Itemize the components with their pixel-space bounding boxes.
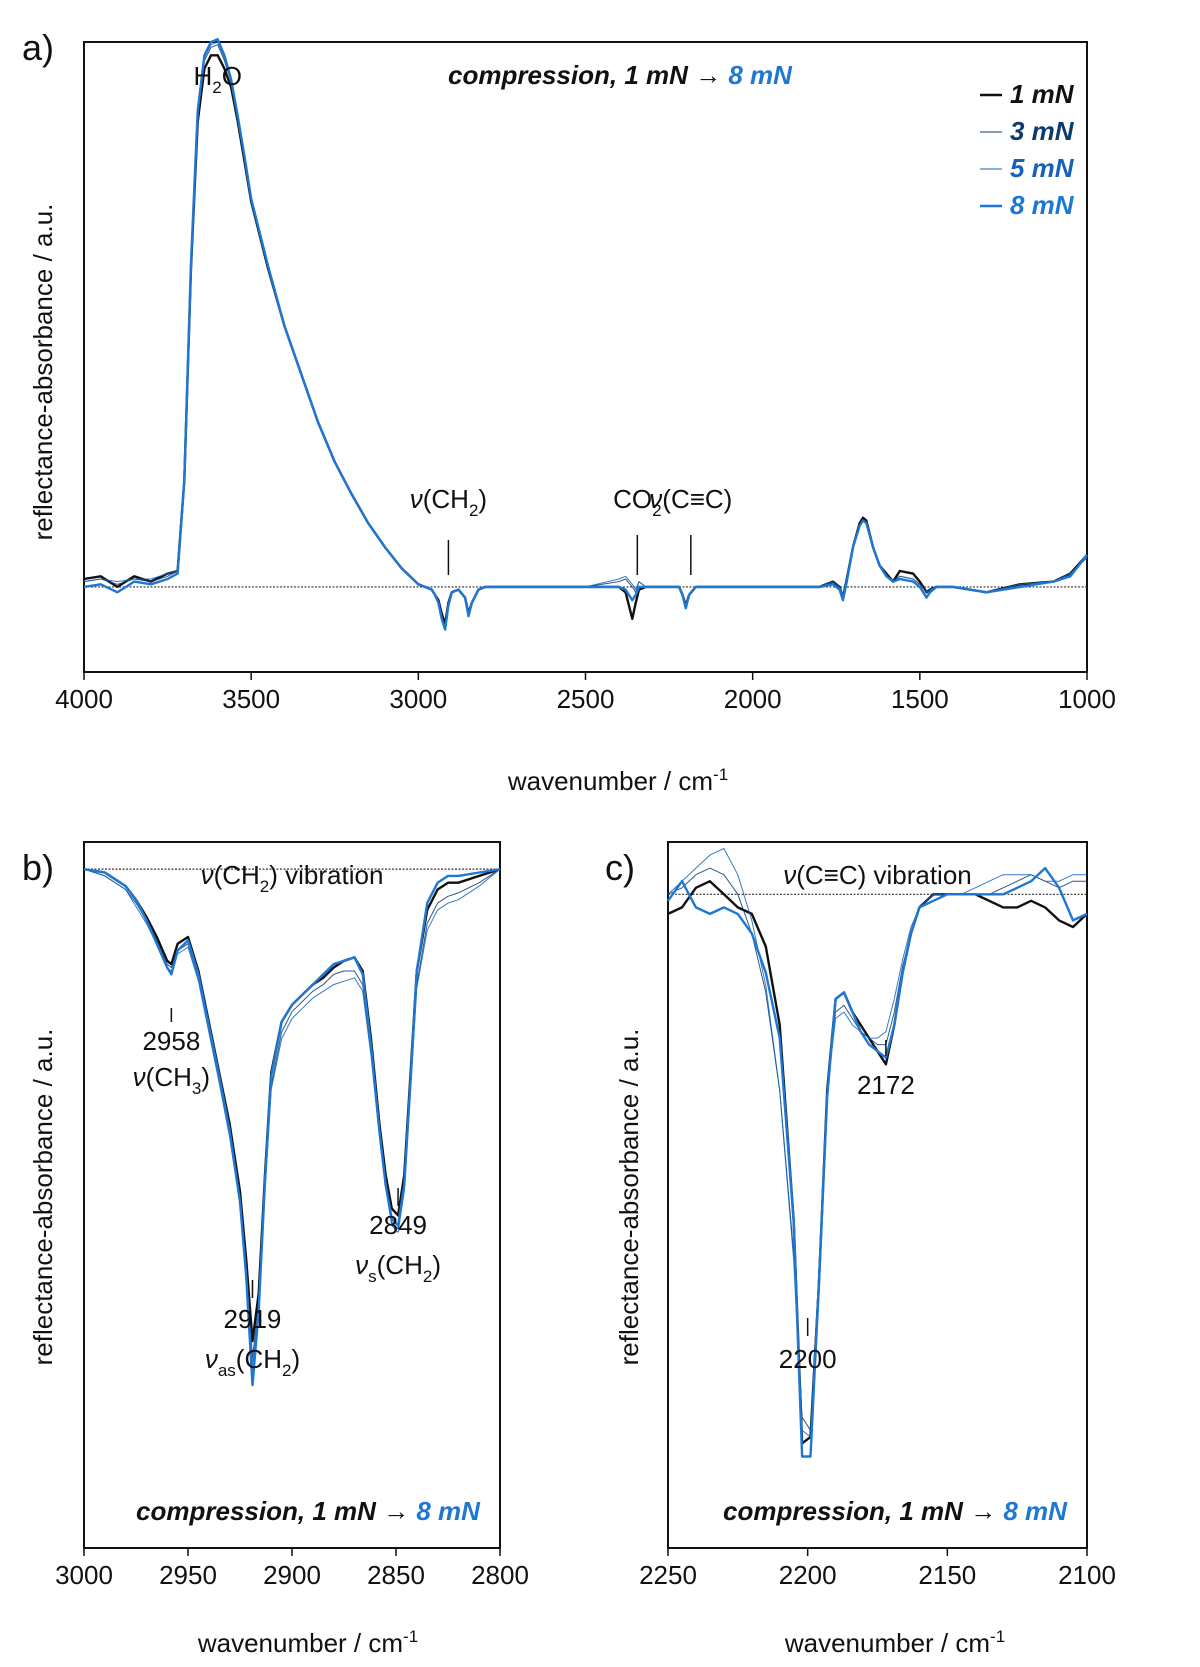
y-axis-title-c: reflectance-absorbance / a.u. <box>614 1029 644 1366</box>
x-axis-title-c: wavenumber / cm-1 <box>784 1627 1005 1658</box>
series-3-mn <box>83 44 1088 628</box>
annotation-label: ν(C≡C) <box>649 484 732 514</box>
annotation-value: 2172 <box>857 1070 915 1100</box>
annotation-value: 2849 <box>369 1210 427 1240</box>
x-tick-label: 1500 <box>891 684 949 714</box>
annotation-label: ν(CH2) <box>410 484 487 520</box>
annotation-name: ν(CH3) <box>133 1062 210 1098</box>
annotation-value: 2958 <box>142 1026 200 1056</box>
annotation-name: νs(CH2) <box>355 1250 441 1286</box>
panel-label-b: b) <box>22 847 54 888</box>
panel-label-a: a) <box>22 27 54 68</box>
x-tick-label: 2200 <box>779 1560 837 1590</box>
x-tick-label: 2850 <box>367 1560 425 1590</box>
x-tick-label: 2900 <box>263 1560 321 1590</box>
legend-a: 1 mN 3 mN 5 mN 8 mN <box>980 79 1075 220</box>
panel-a: a) reflectance-absorbance / a.u. wavenum… <box>22 27 1116 796</box>
x-axis-title-a: wavenumber / cm-1 <box>507 765 728 796</box>
compression-label-c: compression, 1 mN → 8 mN <box>723 1496 1068 1526</box>
panel-c: c) reflectance-absorbance / a.u. wavenum… <box>605 841 1116 1658</box>
y-axis-title-b: reflectance-absorbance / a.u. <box>28 1029 58 1366</box>
x-tick-label: 2800 <box>471 1560 529 1590</box>
series-3-mn <box>667 867 1087 1431</box>
x-tick-label: 3000 <box>389 684 447 714</box>
legend-label: 1 mN <box>1010 79 1075 109</box>
x-tick-label: 3500 <box>222 684 280 714</box>
annotation-label: H2O <box>193 61 241 97</box>
legend-label: 5 mN <box>1010 153 1075 183</box>
series-1-mn <box>667 880 1088 1445</box>
plot-frame <box>667 841 1088 1549</box>
plot-frame <box>83 841 501 1549</box>
panel-b: b) reflectance-absorbance / a.u. wavenum… <box>22 841 529 1658</box>
y-axis-title-a: reflectance-absorbance / a.u. <box>28 204 58 541</box>
legend-label: 3 mN <box>1010 116 1075 146</box>
series-8-mn <box>83 868 501 1387</box>
x-tick-label: 1000 <box>1058 684 1116 714</box>
x-tick-label: 2000 <box>724 684 782 714</box>
series-1-mn <box>83 54 1088 626</box>
series-3-mn <box>83 868 501 1359</box>
compression-label-a: compression, 1 mN → 8 mN <box>448 60 793 90</box>
x-tick-label: 2950 <box>159 1560 217 1590</box>
plot-area-c: 2250 2200 2150 2100 ν(C≡C) vibration 2200 2172 <box>639 841 1116 1590</box>
x-tick-label: 3000 <box>55 1560 113 1590</box>
series-5-mn <box>83 868 501 1366</box>
x-tick-label: 2100 <box>1058 1560 1116 1590</box>
annotation-value: 2200 <box>779 1344 837 1374</box>
panel-title: ν(CH2) vibration <box>201 860 384 896</box>
series-8-mn <box>83 38 1088 631</box>
series-5-mn <box>667 848 1087 1438</box>
series-8-mn <box>667 866 1088 1458</box>
series-5-mn <box>83 41 1088 628</box>
plot-frame <box>83 41 1088 673</box>
plot-area-a: 4000 3500 3000 2500 2000 1500 1000 H2O ν(CH2) CO2… <box>55 38 1116 714</box>
x-tick-label: 2150 <box>918 1560 976 1590</box>
panel-title: ν(C≡C) vibration <box>783 860 972 890</box>
x-axis-title-b: wavenumber / cm-1 <box>197 1627 418 1658</box>
annotation-name: νas(CH2) <box>205 1344 300 1380</box>
annotation-value: 2919 <box>224 1304 282 1334</box>
x-tick-label: 4000 <box>55 684 113 714</box>
legend-label: 8 mN <box>1010 190 1075 220</box>
plot-area-b: 3000 2950 2900 2850 2800 ν(CH2) vibration 2958… <box>55 841 529 1590</box>
x-tick-label: 2500 <box>557 684 615 714</box>
annotation-label: CO2 <box>613 484 661 520</box>
compression-label-b: compression, 1 mN → 8 mN <box>136 1496 481 1526</box>
panel-label-c: c) <box>605 847 635 888</box>
x-tick-label: 2250 <box>639 1560 697 1590</box>
